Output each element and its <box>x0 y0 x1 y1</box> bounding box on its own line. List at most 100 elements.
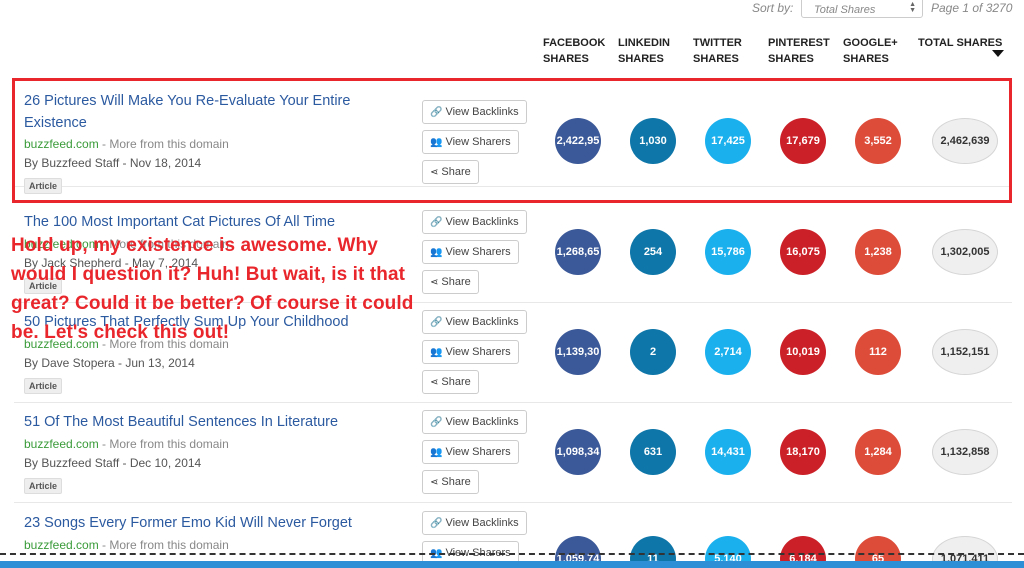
column-header-total[interactable]: TOTAL SHARES <box>918 35 1002 51</box>
column-header-text: GOOGLE+ <box>843 37 898 49</box>
select-arrows-icon: ▲ ▼ <box>909 1 916 14</box>
column-header-text: SHARES <box>543 53 589 65</box>
article-byline: By Buzzfeed Staff - Nov 18, 2014 <box>24 156 202 170</box>
share-button[interactable]: ⋖ Share <box>422 160 479 184</box>
column-header-text: LINKEDIN <box>618 37 670 49</box>
googleplus-shares-badge: 65 <box>855 536 901 563</box>
users-icon: 👥 <box>430 347 443 358</box>
view-backlinks-button[interactable]: 🔗 View Backlinks <box>422 210 527 234</box>
column-header-twitter[interactable]: TWITTER SHARES <box>693 35 742 67</box>
domain-link[interactable]: buzzfeed.com <box>24 137 99 151</box>
domain-link[interactable]: buzzfeed.com <box>24 437 99 451</box>
share-button[interactable]: ⋖ Share <box>422 370 479 394</box>
annotation-text: Hold up, my existence is awesome. Why wo… <box>11 235 414 343</box>
more-from-domain-link[interactable]: - More from this domain <box>98 137 229 151</box>
googleplus-shares-badge: 112 <box>855 329 901 375</box>
share-icon: ⋖ <box>430 277 439 288</box>
pinterest-shares-badge: 17,679 <box>780 118 826 164</box>
pinterest-shares-badge: 16,075 <box>780 229 826 275</box>
article-row: The 100 Most Important Cat Pictures Of A… <box>14 203 1012 303</box>
share-icon: ⋖ <box>430 377 439 388</box>
article-domain: buzzfeed.com - More from this domain <box>24 337 229 351</box>
button-label: View Sharers <box>445 246 511 258</box>
dashed-divider <box>0 553 1024 555</box>
more-from-domain-link[interactable]: - More from this domain <box>98 437 229 451</box>
facebook-shares-badge: 1,098,34 <box>555 429 601 475</box>
sort-label: Sort by: <box>752 1 794 15</box>
share-icon: ⋖ <box>430 167 439 178</box>
button-label: View Backlinks <box>445 416 519 428</box>
linkedin-shares-badge: 631 <box>630 429 676 475</box>
total-shares-badge: 2,462,639 <box>932 118 998 164</box>
column-header-text: SHARES <box>843 53 889 65</box>
button-label: Share <box>441 276 471 288</box>
more-from-domain-link[interactable]: - More from this domain <box>98 337 229 351</box>
twitter-shares-badge: 5,140 <box>705 536 751 563</box>
column-header-pinterest[interactable]: PINTEREST SHARES <box>768 35 830 67</box>
article-title-link[interactable]: 23 Songs Every Former Emo Kid Will Never… <box>24 515 352 531</box>
domain-link[interactable]: buzzfeed.com <box>24 538 99 552</box>
column-header-googleplus[interactable]: GOOGLE+ SHARES <box>843 35 898 67</box>
article-byline: By Buzzfeed Staff - Dec 10, 2014 <box>24 456 202 470</box>
article-byline: By Dave Stopera - Jun 13, 2014 <box>24 356 195 370</box>
sort-select[interactable]: Total Shares ▲ ▼ <box>801 0 923 18</box>
article-title-link[interactable]: The 100 Most Important Cat Pictures Of A… <box>24 214 336 230</box>
article-byline: By Jack Shepherd - May 7, 2014 <box>24 256 199 270</box>
view-sharers-button[interactable]: 👥 View Sharers <box>422 240 519 264</box>
twitter-shares-badge: 15,786 <box>705 229 751 275</box>
column-header-text: TWITTER <box>693 37 742 49</box>
view-sharers-button[interactable]: 👥 View Sharers <box>422 130 519 154</box>
view-sharers-button[interactable]: 👥 View Sharers <box>422 440 519 464</box>
article-title-link[interactable]: 26 Pictures Will Make You Re-Evaluate Yo… <box>24 93 351 131</box>
column-header-text: SHARES <box>618 53 664 65</box>
facebook-shares-badge: 1,268,65 <box>555 229 601 275</box>
share-button[interactable]: ⋖ Share <box>422 270 479 294</box>
page-indicator: Page 1 of 3270 <box>931 1 1013 15</box>
column-header-facebook[interactable]: FACEBOOK SHARES <box>543 35 605 67</box>
total-shares-badge: 1,132,858 <box>932 429 998 475</box>
facebook-shares-badge: 2,422,95 <box>555 118 601 164</box>
article-domain: buzzfeed.com - More from this domain <box>24 437 229 451</box>
view-backlinks-button[interactable]: 🔗 View Backlinks <box>422 100 527 124</box>
twitter-shares-badge: 14,431 <box>705 429 751 475</box>
view-backlinks-button[interactable]: 🔗 View Backlinks <box>422 511 527 535</box>
share-button[interactable]: ⋖ Share <box>422 470 479 494</box>
article-title-link[interactable]: 50 Pictures That Perfectly Sum Up Your C… <box>24 314 349 330</box>
view-sharers-button[interactable]: 👥 View Sharers <box>422 340 519 364</box>
article-row: 51 Of The Most Beautiful Sentences In Li… <box>14 403 1012 503</box>
googleplus-shares-badge: 3,552 <box>855 118 901 164</box>
button-label: View Sharers <box>445 136 511 148</box>
column-header-linkedin[interactable]: LINKEDIN SHARES <box>618 35 670 67</box>
view-backlinks-button[interactable]: 🔗 View Backlinks <box>422 410 527 434</box>
total-shares-badge: 1,071,411 <box>932 536 998 563</box>
users-icon: 👥 <box>430 447 443 458</box>
link-icon: 🔗 <box>430 518 443 529</box>
users-icon: 👥 <box>430 247 443 258</box>
pinterest-shares-badge: 18,170 <box>780 429 826 475</box>
sort-select-value: Total Shares <box>814 4 876 16</box>
linkedin-shares-badge: 254 <box>630 229 676 275</box>
article-row: 26 Pictures Will Make You Re-Evaluate Yo… <box>14 87 1012 194</box>
linkedin-shares-badge: 2 <box>630 329 676 375</box>
article-type-badge: Article <box>24 178 63 194</box>
button-label: View Backlinks <box>445 216 519 228</box>
view-sharers-button[interactable]: 👥 View Sharers <box>422 541 519 563</box>
more-from-domain-link[interactable]: - More from this domain <box>98 538 229 552</box>
article-domain: buzzfeed.com - More from this domain <box>24 237 229 251</box>
column-header-text: SHARES <box>693 53 739 65</box>
view-backlinks-button[interactable]: 🔗 View Backlinks <box>422 310 527 334</box>
button-label: Share <box>441 376 471 388</box>
domain-link[interactable]: buzzfeed.com <box>24 337 99 351</box>
more-from-domain-link[interactable]: - More from this domain <box>98 237 229 251</box>
article-domain: buzzfeed.com - More from this domain <box>24 137 229 151</box>
link-icon: 🔗 <box>430 417 443 428</box>
domain-link[interactable]: buzzfeed.com <box>24 237 99 251</box>
sort-bar: Sort by: Total Shares ▲ ▼ Page 1 of 3270 <box>0 0 1024 22</box>
facebook-shares-badge: 1,139,30 <box>555 329 601 375</box>
twitter-shares-badge: 2,714 <box>705 329 751 375</box>
article-type-badge: Article <box>24 478 63 494</box>
button-label: View Sharers <box>445 346 511 358</box>
article-title-link[interactable]: 51 Of The Most Beautiful Sentences In Li… <box>24 414 339 430</box>
article-type-badge: Article <box>24 278 63 294</box>
sort-desc-caret-icon[interactable] <box>992 50 1004 57</box>
